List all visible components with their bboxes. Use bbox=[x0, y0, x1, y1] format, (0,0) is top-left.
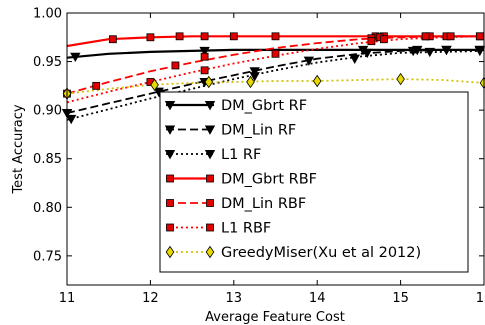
legend-marker bbox=[206, 223, 214, 232]
y-axis-label: Test Accuracy bbox=[11, 104, 26, 194]
data-point bbox=[396, 72, 405, 86]
series-line-2 bbox=[67, 50, 484, 121]
legend-marker bbox=[164, 125, 176, 135]
legend-marker bbox=[165, 245, 175, 259]
plot-frame bbox=[66, 12, 485, 286]
legend-marker bbox=[166, 223, 174, 232]
data-point bbox=[92, 81, 101, 90]
legend-marker bbox=[204, 125, 216, 135]
legend-marker bbox=[204, 149, 216, 160]
y-tick-label: 0.95 bbox=[33, 55, 62, 70]
data-point bbox=[407, 46, 419, 57]
data-point bbox=[446, 32, 455, 41]
data-point bbox=[200, 52, 209, 61]
legend-marker bbox=[166, 199, 174, 207]
data-point bbox=[424, 47, 435, 58]
data-point bbox=[312, 74, 322, 88]
legend-marker bbox=[204, 101, 216, 111]
y-tick-label: 0.80 bbox=[33, 201, 62, 216]
data-point bbox=[380, 35, 388, 44]
legend-marker bbox=[206, 199, 214, 207]
series-line-4 bbox=[67, 35, 484, 95]
x-axis-label: Average Feature Cost bbox=[205, 310, 345, 325]
data-point bbox=[199, 46, 210, 57]
legend-marker bbox=[205, 245, 215, 259]
data-point bbox=[367, 37, 376, 46]
data-point bbox=[474, 46, 485, 57]
data-point bbox=[70, 52, 81, 63]
x-tick-label: 14 bbox=[309, 291, 326, 306]
data-point bbox=[475, 32, 484, 41]
data-point bbox=[421, 32, 430, 41]
y-tick-label: 0.85 bbox=[33, 152, 62, 167]
data-point bbox=[200, 32, 209, 41]
data-point bbox=[65, 114, 77, 125]
data-point bbox=[249, 67, 260, 77]
y-tick-label: 0.75 bbox=[33, 249, 62, 264]
legend-label: L1 RF bbox=[221, 147, 261, 163]
data-point bbox=[229, 32, 238, 41]
legend-label: L1 RBF bbox=[221, 221, 271, 237]
data-point bbox=[204, 75, 214, 89]
y-tick-label: 1.00 bbox=[33, 7, 62, 22]
data-point bbox=[271, 32, 280, 41]
x-tick-label: 11 bbox=[59, 291, 76, 306]
data-point bbox=[249, 72, 260, 82]
y-tick-label: 0.90 bbox=[33, 104, 62, 119]
legend-label: DM_Gbrt RBF bbox=[221, 172, 317, 188]
legend-marker bbox=[164, 101, 176, 111]
legend: DM_Gbrt RF DM_Lin RF L1 RF DM_Gbrt RBF DM_Li… bbox=[159, 91, 469, 273]
data-point bbox=[246, 75, 255, 89]
x-tick-label: 16 bbox=[476, 291, 485, 306]
x-tick-label: 12 bbox=[142, 291, 159, 306]
x-tick-label: 13 bbox=[226, 291, 243, 306]
data-point bbox=[200, 66, 209, 75]
data-point bbox=[150, 78, 159, 92]
data-point bbox=[303, 56, 315, 66]
data-point bbox=[441, 45, 452, 56]
data-point bbox=[271, 49, 280, 58]
legend-marker bbox=[166, 174, 174, 183]
data-point bbox=[171, 61, 180, 70]
legend-label: DM_Lin RF bbox=[221, 123, 296, 139]
data-point bbox=[108, 35, 117, 44]
data-point bbox=[349, 54, 360, 64]
data-point bbox=[362, 48, 373, 59]
data-point bbox=[175, 32, 184, 41]
ticks-layer: 11 12 13 14 15 16 0.75 0.80 0.85 0.90 0.95 1.00 bbox=[33, 7, 485, 307]
legend-label: DM_Gbrt RF bbox=[221, 98, 307, 114]
x-tick-label: 15 bbox=[392, 291, 409, 306]
data-point bbox=[146, 33, 155, 42]
markers-layer bbox=[61, 32, 485, 125]
legend-label: DM_Lin RBF bbox=[221, 196, 306, 212]
series-line-6 bbox=[67, 78, 484, 95]
series-line-5 bbox=[67, 35, 484, 104]
legend-label: GreedyMiser(Xu et al 2012) bbox=[221, 245, 421, 261]
legend-marker bbox=[206, 174, 214, 183]
legend-marker bbox=[164, 149, 176, 160]
